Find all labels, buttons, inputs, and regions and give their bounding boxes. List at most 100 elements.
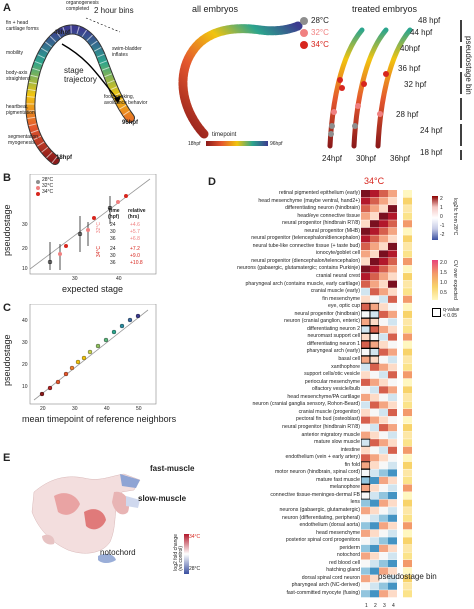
d-heat-cell [361, 491, 371, 500]
d-heat-cell [361, 499, 370, 507]
treated-hpf-36: 36hpf [390, 154, 411, 163]
d-heat-cell [370, 205, 379, 213]
d-heat-cell [379, 318, 388, 326]
d-heat-cell [379, 386, 388, 394]
d-row-label: neural progenitor (hindbrain R7/8) [282, 220, 360, 227]
d-heat-cell [370, 454, 379, 462]
d-row-label: retinal pigmented epithelium (early) [278, 190, 360, 196]
d-heat-cell [370, 484, 379, 492]
d-row-label: endothelium (dorsal aorta) [299, 522, 360, 529]
treated-embryos-plot [327, 27, 413, 149]
d-row-label: posterior spinal cord progenitors [285, 537, 360, 544]
annotation-mobility: mobility [6, 50, 23, 56]
d-row-label: neuron (cranial ganglia sensory, Rohon-B… [252, 401, 360, 408]
d-xtick-4: 4 [392, 603, 395, 609]
d-row-label: cranial neural crest [316, 273, 360, 280]
c-ytick-20: 20 [22, 362, 28, 368]
b-row32-1-rel: +5.7 [130, 229, 140, 235]
right-hpf-48: 48 hpf [418, 16, 441, 25]
d-heat-cell [370, 190, 379, 198]
d-row-label: red blood cell [329, 559, 360, 566]
right-hpf-36: 36 hpf [398, 64, 421, 73]
d-heat-cell [370, 552, 379, 560]
d-heat-cell [370, 469, 379, 477]
d-cv-cell [403, 454, 412, 462]
d-heat-cell [379, 363, 388, 371]
b-legend-34: 34°C [42, 189, 54, 195]
d-cv-cell [403, 280, 412, 288]
d-heat-cell [379, 567, 388, 575]
d-heat-cell [379, 288, 388, 296]
d-cv-tick-1: 1.0 [440, 280, 447, 286]
d-heat-cell [388, 197, 397, 205]
d-heat-cell [361, 552, 370, 560]
d-heat-cell [361, 386, 370, 394]
c-xtick-50: 50 [136, 406, 142, 412]
c-ylabel: pseudostage [2, 334, 12, 386]
d-heat-cell [388, 492, 397, 500]
b-row34-2-time: 36 [110, 260, 116, 266]
panel-c-label: C [3, 302, 11, 314]
d-heat-cell [369, 310, 380, 319]
d-heat-cell [379, 212, 388, 220]
e-slow-muscle-label: slow-muscle [138, 494, 187, 503]
d-row-label: eye, optic cup [327, 303, 360, 310]
d-heat-cell [388, 257, 397, 266]
d-heat-cell [370, 257, 379, 266]
d-heat-cell [370, 197, 379, 205]
b-ytick-20: 20 [22, 246, 28, 252]
d-heat-cell [379, 529, 388, 537]
d-heat-cell [388, 439, 397, 447]
d-heat-cell [361, 295, 370, 303]
d-heat-cell [388, 559, 397, 568]
b-group-32: 32°C [96, 222, 102, 234]
d-cv-cell [403, 575, 412, 583]
d-heat-cell [370, 537, 379, 545]
d-heat-cell [388, 537, 397, 545]
d-title: 34°C [364, 176, 385, 186]
d-cv-cell [403, 567, 412, 575]
d-heat-cell [379, 250, 388, 258]
d-heat-cell [370, 265, 379, 273]
d-heat-cell [388, 273, 397, 281]
d-heat-cell [379, 356, 388, 364]
d-heat-cell [370, 235, 379, 243]
e-fast-muscle-label: fast-muscle [150, 464, 195, 473]
b-row34-1-time: 30 [110, 253, 116, 259]
d-xtick-1: 1 [365, 603, 368, 609]
d-cv-cell [403, 461, 412, 469]
d-row-label: head mesenchyme/PA cartilage [287, 393, 360, 400]
d-cv-cell [403, 514, 412, 522]
d-heat-cell [388, 484, 397, 492]
panel-b-label: B [3, 172, 11, 184]
d-row-label: hatching gland [326, 567, 360, 574]
d-heat-cell [388, 280, 397, 288]
d-row-label: head mesenchyme (maybe ventral, hand2+) [258, 197, 360, 204]
d-heat-cell [388, 371, 397, 379]
d-cv-cell [403, 310, 412, 318]
d-cv-cell [403, 190, 412, 198]
d-cv-cell [403, 303, 412, 311]
d-heat-cell [379, 235, 388, 243]
d-heat-cell [361, 332, 371, 342]
b-row32-2-time: 36 [110, 236, 116, 242]
d-heat-cell [379, 220, 388, 228]
d-heat-cell [388, 522, 397, 530]
d-heat-cell [379, 197, 388, 205]
d-heat-cell [370, 416, 379, 424]
d-q-box [432, 308, 441, 317]
d-heat-cell [379, 371, 388, 379]
d-cv-cell [403, 492, 412, 500]
d-heat-cell [361, 401, 370, 409]
d-cv-cell [403, 235, 412, 243]
d-row-label: motor neuron (hindbrain, spinal cord) [274, 469, 360, 476]
d-heat-cell [361, 273, 370, 281]
d-heat-cell [388, 348, 397, 356]
d-cv-tick-15: 1.5 [440, 270, 447, 276]
b-ylabel: pseudostage [2, 204, 12, 256]
b-legend-32: 32°C [42, 183, 54, 189]
d-heat-cell [379, 242, 388, 250]
d-heat-cell [370, 212, 379, 220]
d-log2fc-colorbar [432, 196, 438, 240]
d-cv-label: CV over expected [452, 260, 458, 300]
